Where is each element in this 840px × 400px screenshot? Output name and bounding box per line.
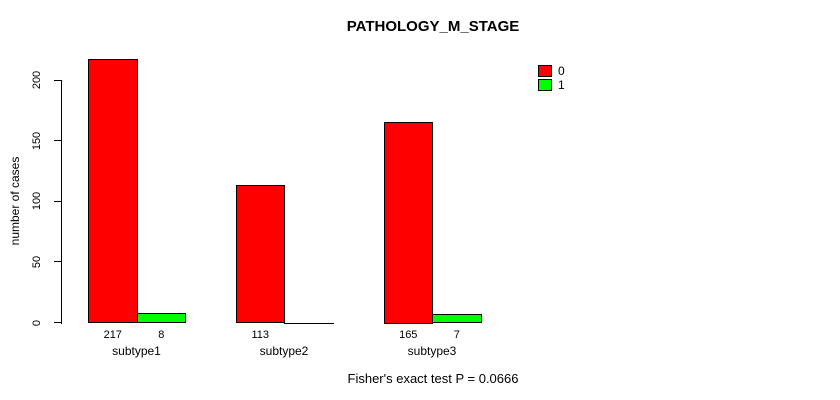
bar-subtype2-series-1-zero	[284, 322, 334, 324]
category-label-subtype1: subtype1	[112, 343, 161, 358]
y-tick-mark	[53, 79, 61, 81]
category-label-subtype2: subtype2	[259, 343, 309, 358]
legend-item-0: 0	[538, 64, 565, 78]
legend-swatch-red	[538, 65, 552, 77]
y-tick-label: 0	[31, 319, 43, 326]
bar-subtype3-series-0	[383, 122, 433, 324]
legend-label-0: 0	[558, 64, 565, 78]
bar-subtype2-series-0	[235, 185, 285, 324]
y-axis-line	[60, 80, 62, 324]
bar-subtype3-series-1	[432, 314, 482, 324]
legend: 0 1	[538, 64, 565, 92]
bar-count-label: 8	[158, 328, 165, 341]
bar-count-label: 7	[453, 328, 460, 341]
y-tick-mark	[53, 140, 61, 142]
bar-subtype1-series-0	[88, 59, 138, 324]
bar-count-label: 217	[103, 328, 122, 341]
y-tick-label: 150	[31, 131, 43, 150]
fisher-test-annotation: Fisher's exact test P = 0.0666	[347, 371, 519, 386]
legend-item-1: 1	[538, 78, 565, 92]
legend-swatch-green	[538, 79, 552, 91]
y-tick-mark	[53, 200, 61, 202]
category-label-subtype3: subtype3	[407, 343, 457, 358]
y-tick-label: 200	[31, 70, 43, 90]
y-tick-mark	[53, 322, 61, 323]
chart-title: PATHOLOGY_M_STAGE	[346, 18, 520, 35]
y-tick-label: 100	[31, 192, 43, 211]
y-tick-label: 50	[31, 255, 43, 268]
y-axis-title: number of cases	[8, 156, 22, 246]
bar-subtype1-series-1	[136, 312, 186, 324]
bar-count-label: 113	[251, 328, 270, 341]
y-tick-mark	[53, 261, 61, 263]
bar-count-label: 165	[399, 328, 418, 341]
legend-label-1: 1	[558, 78, 565, 92]
